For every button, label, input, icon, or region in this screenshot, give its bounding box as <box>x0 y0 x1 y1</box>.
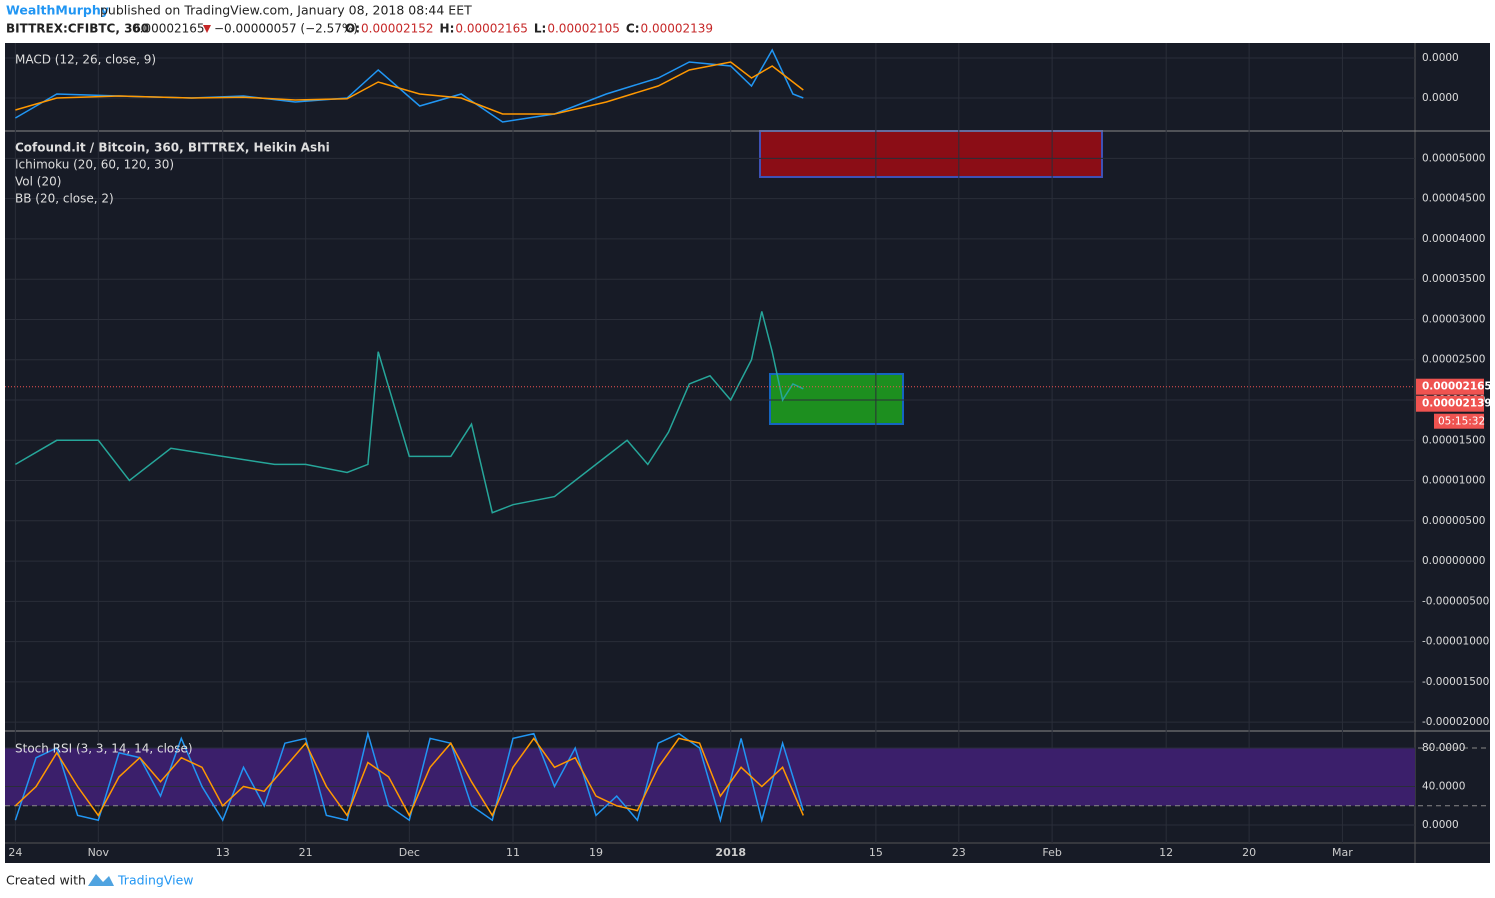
stoch-band <box>5 748 1415 806</box>
legend-entry: Vol (20) <box>15 175 61 189</box>
y-tick-label: 0.00000500 <box>1422 515 1485 527</box>
y-tick-label: -0.00001500 <box>1422 676 1489 688</box>
series-line <box>14 730 805 824</box>
change: −0.00000057 (−2.57%) <box>214 22 358 36</box>
ohlc-value: 0.00002105 <box>547 22 620 36</box>
price-tag <box>1416 378 1484 395</box>
y-tick-label: 0.00003500 <box>1422 273 1485 285</box>
last: 0.00002165 <box>132 22 205 36</box>
pane-title: Stoch RSI (3, 3, 14, 14, close) <box>15 742 193 756</box>
y-tick-label: 0.00001500 <box>1422 434 1485 446</box>
y-tick-label: 0.0000 <box>1422 52 1459 64</box>
x-tick-label: Nov <box>88 846 110 859</box>
created-with: Created with <box>6 873 86 888</box>
brand[interactable]: TradingView <box>117 873 194 888</box>
y-tick-label: 80.0000 <box>1422 742 1465 754</box>
ohlc-value: 0.00002165 <box>455 22 528 36</box>
y-tick-label: -0.00000500 <box>1422 595 1489 607</box>
symbol: BITTREX:CFIBTC, 360 <box>6 22 149 36</box>
buy-zone <box>769 373 904 425</box>
x-tick-label: 13 <box>216 846 230 859</box>
y-tick-label: 40.0000 <box>1422 781 1465 793</box>
y-tick-label: 0.0000 <box>1422 819 1459 831</box>
x-tick-label: Dec <box>399 846 420 859</box>
y-tick-label: 0.00003000 <box>1422 313 1485 325</box>
y-tick-label: 0.00005000 <box>1422 152 1485 164</box>
logo <box>88 874 114 886</box>
sell-zone <box>759 130 1103 178</box>
legend-entry: Ichimoku (20, 60, 120, 30) <box>15 158 174 172</box>
series-line <box>14 737 804 818</box>
ohlc-label: H: <box>440 22 455 36</box>
x-tick-label: 12 <box>1159 846 1173 859</box>
y-tick-label: 0.00002500 <box>1422 354 1485 366</box>
y-tick-label: 0.00001000 <box>1422 475 1485 487</box>
x-tick-label: 21 <box>299 846 313 859</box>
ohlc-label: O: <box>345 22 360 36</box>
ohlc-value: 0.00002139 <box>641 22 714 36</box>
pane-title: MACD (12, 26, close, 9) <box>15 53 156 67</box>
x-tick-label: 2018 <box>715 846 746 859</box>
y-tick-label: -0.00001000 <box>1422 636 1489 648</box>
x-tick-label: Mar <box>1332 846 1353 859</box>
countdown-tag <box>1434 413 1484 429</box>
ohlc-label: L: <box>534 22 546 36</box>
series-line <box>15 311 804 514</box>
last-price-label: 0.00002165 <box>1422 381 1492 393</box>
y-tick-label: 0.00004000 <box>1422 233 1485 245</box>
x-tick-label: 15 <box>869 846 883 859</box>
price-tag <box>1416 395 1484 412</box>
legend-entry: BB (20, close, 2) <box>15 192 114 206</box>
x-tick-label: 23 <box>952 846 966 859</box>
x-tick-label: 24 <box>8 846 22 859</box>
author[interactable]: WealthMurphy <box>6 3 109 18</box>
y-tick-label: -0.00002000 <box>1422 716 1489 728</box>
published: published on TradingView.com, January 08… <box>100 3 472 18</box>
x-tick-label: 11 <box>506 846 520 859</box>
x-tick-label: 20 <box>1242 846 1256 859</box>
series-line <box>15 61 804 115</box>
x-tick-label: Feb <box>1042 846 1061 859</box>
x-tick-label: 19 <box>589 846 603 859</box>
chart-bg <box>5 43 1490 863</box>
countdown: 05:15:32 <box>1438 416 1485 428</box>
down-arrow <box>203 25 211 33</box>
close-price-label: 0.00002139 <box>1422 398 1492 410</box>
ohlc-value: 0.00002152 <box>361 22 434 36</box>
y-tick-label: 0.00004500 <box>1422 193 1485 205</box>
legend-entry: Cofound.it / Bitcoin, 360, BITTREX, Heik… <box>15 141 330 155</box>
ohlc-label: C: <box>626 22 640 36</box>
y-tick-label: 0.0000 <box>1422 92 1459 104</box>
y-tick-label: 0.00000000 <box>1422 555 1485 567</box>
